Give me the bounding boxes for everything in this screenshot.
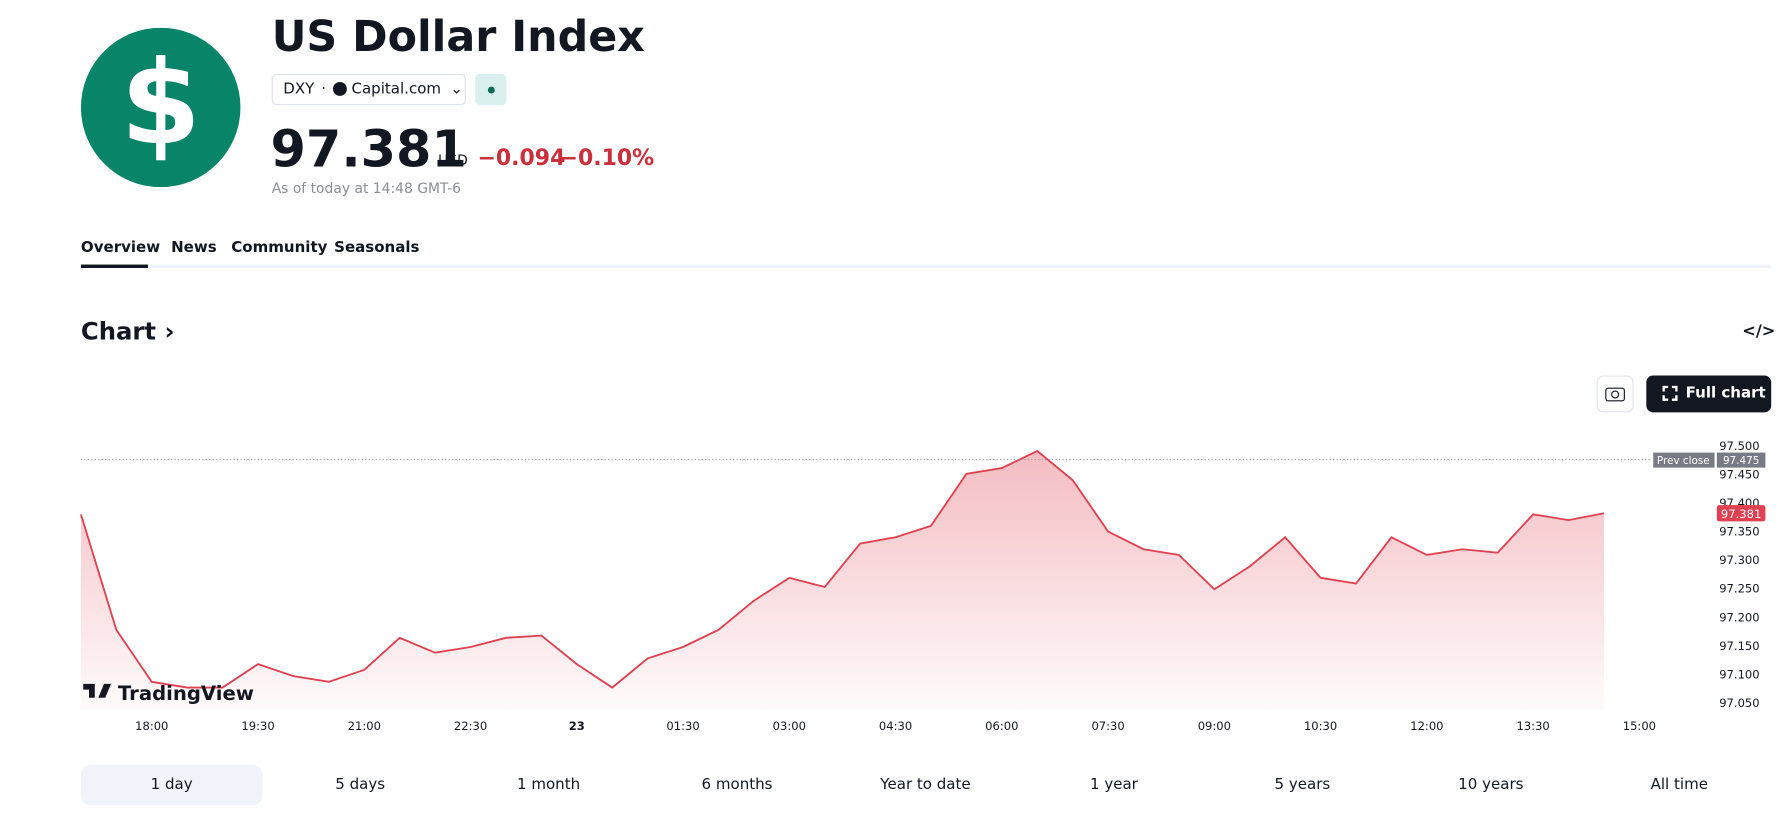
- prev-close-value-box: [1716, 452, 1766, 468]
- currency: USD: [438, 152, 468, 169]
- embed-button[interactable]: </>: [1742, 322, 1776, 341]
- section-title-text: Chart: [80, 317, 157, 346]
- area: [80, 450, 1604, 711]
- exchange-icon: [332, 82, 347, 96]
- line: [80, 449, 1605, 689]
- tab-rule: [80, 264, 1772, 269]
- watermark-logo: [83, 683, 111, 698]
- y-tick-label: 97.300: [1719, 553, 1759, 567]
- watermark: TradingView: [118, 682, 254, 705]
- y-tick-label: 97.500: [1719, 439, 1759, 453]
- x-tick-label: 03:00: [773, 719, 806, 733]
- prev-close-value: 97.475: [1723, 455, 1759, 467]
- tab[interactable]: Seasonals: [334, 239, 420, 257]
- range-button[interactable]: 5 years: [1274, 776, 1331, 794]
- camera-icon: [1605, 387, 1625, 402]
- exchange: Capital.com: [351, 80, 442, 99]
- prev-close-box: [1653, 452, 1715, 468]
- range-button[interactable]: 1 day: [80, 764, 263, 806]
- change-percent: −0.10%: [559, 145, 655, 171]
- section-title[interactable]: Chart ›: [80, 317, 175, 346]
- x-tick-label: 04:30: [879, 719, 912, 733]
- range-button[interactable]: All time: [1650, 776, 1708, 794]
- range-button[interactable]: 10 years: [1458, 776, 1524, 794]
- last-price-label: 97.381: [1721, 507, 1761, 521]
- x-tick-label: 01:30: [666, 719, 699, 733]
- tab[interactable]: Overview: [80, 239, 161, 257]
- x-tick-label: 23: [569, 719, 585, 733]
- tab[interactable]: News: [171, 239, 217, 257]
- y-tick-label: 97.250: [1719, 582, 1759, 596]
- range-button[interactable]: 6 months: [701, 776, 773, 794]
- range-button[interactable]: 1 year: [1089, 776, 1138, 794]
- title: US Dollar Index: [271, 11, 645, 62]
- tab-active: [80, 264, 148, 269]
- logo: $: [80, 27, 241, 188]
- x-tick-label: 07:30: [1091, 719, 1124, 733]
- x-tick-label: 06:00: [985, 719, 1018, 733]
- range-button[interactable]: 1 month: [517, 776, 581, 794]
- x-tick-label: 13:30: [1516, 719, 1549, 733]
- y-tick-label: 97.100: [1719, 667, 1759, 681]
- chart: 97.050 97.100 97.150 97.200 97.250 97.300 97.3…: [80, 439, 1766, 733]
- full-chart-button[interactable]: Full chart: [1646, 375, 1772, 413]
- symbol: DXY: [283, 80, 315, 99]
- full-chart-label: Full chart: [1685, 384, 1766, 403]
- x-tick-label: 22:30: [454, 719, 487, 733]
- snapshot-button[interactable]: [1596, 375, 1634, 413]
- chevron: ⌄: [450, 80, 463, 99]
- y-tick-label: 97.150: [1719, 639, 1759, 653]
- as-of: As of today at 14:48 GMT-6: [271, 180, 461, 197]
- price: 97.381: [270, 120, 467, 180]
- svg-text:$: $: [120, 37, 200, 171]
- x-tick-label: 09:00: [1198, 719, 1231, 733]
- symbol-chip[interactable]: DXY · Capital.com ⌄: [271, 73, 466, 106]
- tab[interactable]: Community: [231, 239, 328, 257]
- y-tick-label: 97.050: [1719, 696, 1759, 710]
- x-tick-label: 19:30: [241, 719, 274, 733]
- y-tick-label: 97.450: [1719, 467, 1759, 481]
- range-button[interactable]: 5 days: [335, 776, 386, 794]
- last-price-box: [1716, 505, 1766, 522]
- x-tick-label: 21:00: [348, 719, 381, 733]
- dot: ·: [321, 80, 327, 99]
- x-tick-label: 18:00: [135, 719, 168, 733]
- status: [475, 73, 507, 106]
- expand-icon: [1662, 385, 1678, 401]
- prev-close-label: Prev close: [1657, 455, 1710, 467]
- x-tick-label: 10:30: [1304, 719, 1337, 733]
- y-tick-label: 97.350: [1719, 525, 1759, 539]
- change: −0.094: [477, 145, 566, 171]
- y-tick-label: 97.200: [1719, 610, 1759, 624]
- x-tick-label: 12:00: [1410, 719, 1443, 733]
- range-button[interactable]: Year to date: [880, 776, 971, 794]
- x-tick-label: 15:00: [1623, 719, 1656, 733]
